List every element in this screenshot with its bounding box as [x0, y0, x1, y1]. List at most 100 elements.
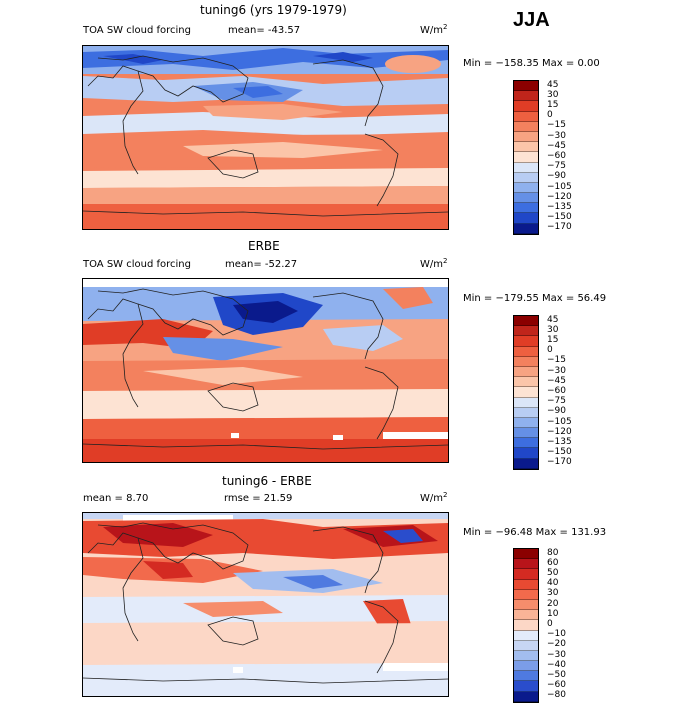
colorbar-swatch [514, 458, 538, 469]
panel-title: tuning6 - ERBE [222, 474, 312, 488]
colorbar-swatch [514, 377, 538, 388]
colorbar-tick-label: −135 [547, 202, 572, 212]
season-label: JJA [513, 9, 550, 31]
colorbar-tick-label: −75 [547, 396, 566, 407]
colorbar-tick-label: −80 [547, 690, 566, 701]
colorbar-swatch [514, 630, 538, 641]
colorbar-swatch [514, 121, 538, 132]
colorbar-swatch [514, 223, 538, 234]
colorbar-swatch [514, 326, 538, 337]
colorbar-swatch [514, 599, 538, 611]
colorbar-tick-label: −120 [547, 426, 572, 437]
colorbar-swatch [514, 182, 538, 194]
colorbar-swatch [514, 559, 538, 570]
mean-value: mean = 8.70 [83, 493, 149, 504]
colorbar-tick-label: −105 [547, 416, 572, 427]
min-max-label: Min = −96.48 Max = 131.93 [463, 527, 607, 538]
colorbar-swatch [514, 366, 538, 378]
colorbar-swatch [514, 203, 538, 214]
colorbar-swatch [514, 162, 538, 173]
units-label: W/m2 [420, 491, 448, 504]
colorbar-tick-label: −60 [547, 680, 566, 691]
colorbar-swatches [513, 548, 539, 703]
colorbar-tick-label: 30 [547, 324, 559, 335]
colorbar-tick-label: −90 [547, 171, 566, 182]
colorbar-tick-label: −120 [547, 191, 572, 202]
colorbar-tick-label: −10 [547, 629, 566, 640]
colorbar-swatch [514, 316, 538, 327]
colorbar-tick-label: 30 [547, 588, 559, 599]
colorbar-swatch [514, 336, 538, 347]
colorbar-swatches [513, 315, 539, 470]
colorbar-tick-label: −30 [547, 649, 566, 660]
colorbar-swatch [514, 142, 538, 153]
colorbar-swatch [514, 589, 538, 600]
colorbar-tick-label: 10 [547, 608, 559, 619]
units-label: W/m2 [420, 23, 448, 36]
colorbar-tick-label: −45 [547, 140, 566, 151]
colorbar-swatch [514, 569, 538, 580]
colorbar-swatch [514, 579, 538, 590]
colorbar-tick-label: −45 [547, 375, 566, 386]
colorbar-tick-label: 45 [547, 314, 559, 325]
map-panel-model [82, 45, 449, 230]
colorbar-swatch [514, 661, 538, 672]
colorbar-swatch [514, 448, 538, 459]
colorbar-swatch [514, 681, 538, 692]
colorbar-tick-label: 40 [547, 578, 559, 589]
colorbar-swatch [514, 417, 538, 429]
colorbar-swatch [514, 650, 538, 662]
units-label: W/m2 [420, 257, 448, 270]
mean-value: mean= -43.57 [228, 25, 301, 36]
colorbar-tick-label: −75 [547, 161, 566, 172]
colorbar-tick-label: −40 [547, 659, 566, 670]
colorbar-tick-label: 80 [547, 547, 559, 558]
colorbar-tick-label: −150 [547, 212, 572, 223]
colorbar-swatch [514, 691, 538, 702]
colorbar-tick-label: −150 [547, 447, 572, 458]
min-max-label: Min = −179.55 Max = 56.49 [463, 293, 607, 304]
colorbar-tick-label: 0 [547, 619, 553, 629]
colorbar-tick-label: 15 [547, 335, 559, 345]
colorbar-swatch [514, 213, 538, 224]
colorbar-swatch [514, 610, 538, 621]
colorbar-tick-label: −15 [547, 355, 566, 366]
colorbar-tick-label: 45 [547, 79, 559, 90]
colorbar-swatch [514, 346, 538, 357]
colorbar-swatch [514, 111, 538, 122]
colorbar-tick-label: −105 [547, 181, 572, 192]
field-label: TOA SW cloud forcing [83, 259, 191, 270]
map-panel-observed [82, 278, 449, 463]
colorbar-swatch [514, 172, 538, 183]
colorbar-tick-label: 30 [547, 89, 559, 100]
colorbar-tick-label: −60 [547, 386, 566, 396]
colorbar-swatch [514, 549, 538, 560]
colorbar-panel-model [513, 80, 539, 235]
colorbar-tick-label: 15 [547, 100, 559, 110]
colorbar-tick-label: −135 [547, 437, 572, 447]
mean-value: mean= -52.27 [225, 259, 298, 270]
colorbar-swatch [514, 640, 538, 651]
rmse-value: rmse = 21.59 [224, 493, 293, 504]
colorbar-tick-label: 20 [547, 598, 559, 609]
colorbar-tick-label: −170 [547, 222, 572, 233]
colorbar-panel-difference [513, 548, 539, 703]
colorbar-tick-label: −50 [547, 670, 566, 680]
map-panel-difference [82, 512, 449, 697]
colorbar-tick-label: −90 [547, 406, 566, 417]
colorbar-swatch [514, 81, 538, 92]
field-label: TOA SW cloud forcing [83, 25, 191, 36]
colorbar-swatches [513, 80, 539, 235]
colorbar-tick-label: 0 [547, 110, 553, 121]
colorbar-swatch [514, 152, 538, 163]
colorbar-swatch [514, 407, 538, 418]
colorbar-panel-observed [513, 315, 539, 470]
colorbar-tick-label: −20 [547, 639, 566, 650]
colorbar-swatch [514, 193, 538, 204]
colorbar-tick-label: −30 [547, 130, 566, 141]
colorbar-swatch [514, 397, 538, 408]
colorbar-swatch [514, 438, 538, 449]
panel-title: tuning6 (yrs 1979-1979) [200, 3, 347, 17]
colorbar-swatch [514, 620, 538, 631]
colorbar-tick-label: −30 [547, 365, 566, 376]
